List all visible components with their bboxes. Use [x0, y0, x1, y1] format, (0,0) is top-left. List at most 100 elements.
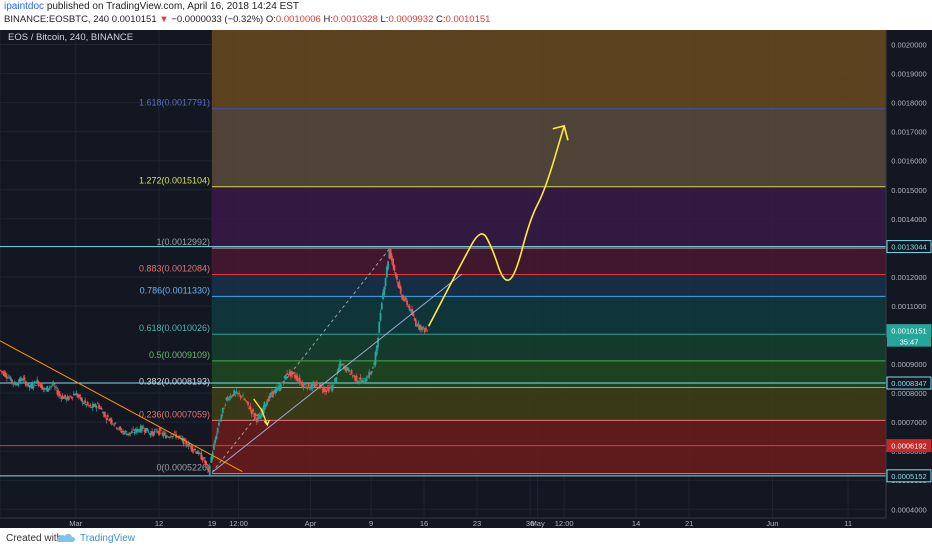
candle-body — [339, 361, 342, 368]
candle-body — [109, 418, 112, 421]
candle-body — [77, 394, 80, 398]
candle-body — [146, 427, 148, 432]
candle-body — [157, 431, 160, 433]
candle-body — [308, 389, 311, 390]
candle-body — [255, 418, 258, 423]
candle-body — [372, 367, 374, 369]
candle-body — [385, 266, 388, 278]
price-axis-tick-label: 0.0016000 — [891, 157, 926, 166]
candle-body — [143, 430, 146, 432]
candle-body — [306, 387, 309, 389]
candle-body — [100, 408, 103, 410]
time-axis-tick-label: 23 — [473, 519, 481, 528]
candle-body — [142, 427, 145, 429]
candle-body — [132, 429, 135, 431]
candle-body — [292, 372, 295, 374]
symbol-label: BINANCE:EOSBTC, 240 — [4, 14, 110, 25]
candle-body — [344, 365, 347, 370]
price-tag: 0.0005152 — [886, 469, 932, 483]
candle-body — [93, 404, 95, 407]
candle-body — [420, 325, 422, 330]
candle-body — [189, 445, 191, 447]
candle-body — [375, 345, 378, 355]
price-tag-label: 0.0008347 — [891, 379, 926, 388]
candle-body — [57, 391, 60, 395]
candle-body — [247, 401, 249, 406]
publisher-name[interactable]: ipaintdoc — [4, 1, 45, 12]
candle-body — [115, 427, 118, 429]
candle-body — [147, 431, 150, 433]
candle-body — [298, 377, 301, 384]
candle-body — [127, 433, 130, 436]
candle-body — [360, 381, 363, 384]
time-axis-tick-label: 9 — [369, 519, 373, 528]
candle-body — [313, 384, 316, 387]
fib-level-label: 0.236(0.0007059) — [139, 409, 210, 419]
candle-body — [287, 373, 290, 375]
candle-body — [117, 428, 119, 430]
candle-body — [283, 375, 286, 378]
candle-body — [120, 431, 123, 433]
candle-body — [374, 351, 377, 365]
ohlc-line: BINANCE:EOSBTC, 240 0.0010151 ▼ −0.00000… — [4, 14, 490, 25]
candle-body — [235, 391, 238, 394]
candle-body — [154, 429, 157, 431]
candle-body — [47, 388, 50, 391]
candle-body — [183, 438, 186, 440]
candle-body — [380, 303, 383, 310]
fib-band — [212, 296, 887, 335]
candle-body — [72, 393, 75, 396]
candle-body — [223, 407, 225, 409]
fib-band — [212, 274, 887, 297]
small-arrow-drawing — [253, 398, 268, 426]
candle-body — [43, 388, 46, 390]
candle-body — [422, 326, 425, 328]
candle-body — [163, 432, 166, 435]
price-chart[interactable]: 0(0.0005226) 0.236(0.0007059) 0.382(0.0008… — [0, 30, 932, 528]
candle-body — [336, 370, 339, 373]
candle-body — [404, 297, 407, 300]
candle-body — [216, 427, 219, 433]
candle-body — [329, 386, 331, 388]
last-price: 0.0010151 — [111, 14, 157, 25]
time-axis-tick-label: 16 — [420, 519, 428, 528]
candle-body — [200, 452, 203, 460]
small-arrow-head — [263, 419, 270, 427]
candle-body — [56, 390, 59, 395]
candle-body — [0, 371, 3, 372]
candle-body — [354, 375, 357, 381]
candle-body — [128, 432, 131, 435]
chart-area[interactable]: 0(0.0005226) 0.236(0.0007059) 0.382(0.0008… — [0, 30, 932, 528]
candle-body — [264, 404, 267, 408]
candle-body — [30, 384, 32, 388]
fib-level-label: 0(0.0005226) — [156, 463, 210, 473]
candle-body — [353, 375, 355, 377]
price-tag-countdown: 35:47 — [900, 338, 919, 347]
candle-body — [64, 394, 66, 398]
candle-body — [340, 364, 343, 366]
candle-body — [69, 395, 71, 397]
candle-body — [393, 265, 396, 271]
time-axis-tick-label: 12:00 — [555, 519, 574, 528]
candle-body — [383, 287, 386, 295]
candle-body — [358, 381, 360, 383]
candle-body — [268, 396, 271, 398]
candle-body — [350, 369, 353, 375]
candle-body — [418, 325, 421, 330]
candle-body — [76, 394, 79, 398]
price-tag-label: 0.0006192 — [891, 442, 926, 451]
candle-body — [86, 402, 89, 406]
candle-body — [274, 388, 277, 394]
candle-body — [27, 383, 30, 386]
tradingview-brand[interactable]: TradingView — [80, 533, 136, 544]
candle-body — [186, 445, 189, 447]
candle-body — [326, 386, 329, 389]
candle-body — [125, 433, 128, 436]
candle-body — [35, 385, 37, 386]
candle-body — [379, 312, 382, 321]
candle-body — [26, 384, 29, 386]
candle-body — [231, 394, 234, 397]
candle-body — [254, 413, 257, 417]
candle-body — [397, 281, 400, 287]
candle-body — [301, 382, 304, 387]
